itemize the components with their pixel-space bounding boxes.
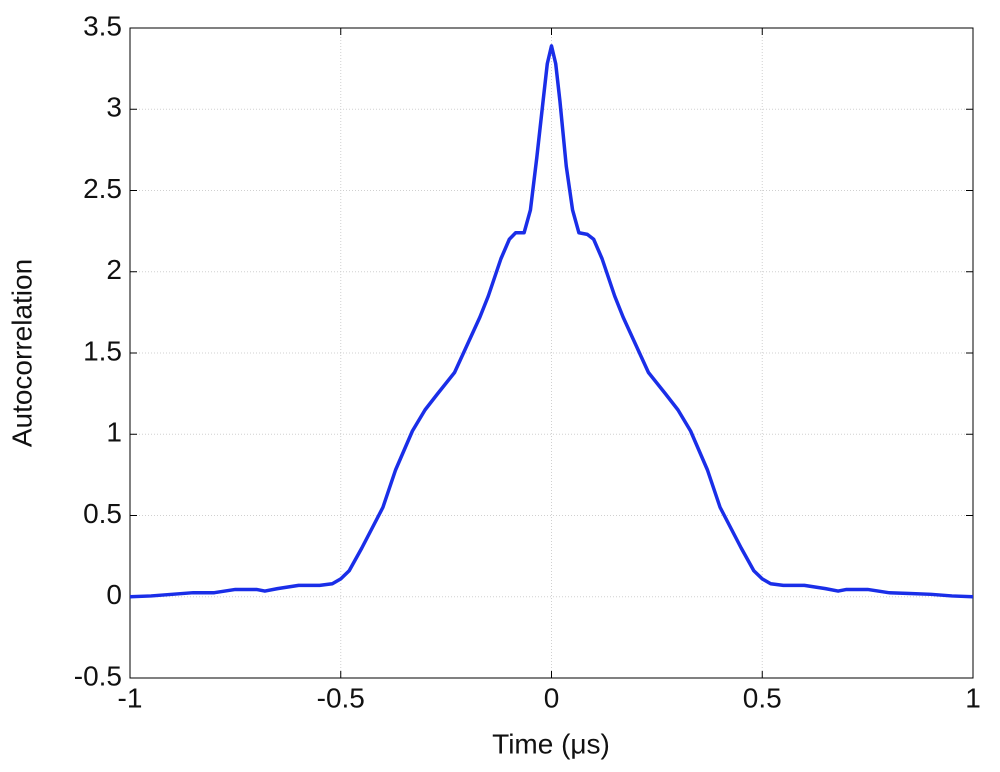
y-tick-label: 1.5	[83, 335, 122, 366]
x-tick-label: 0	[544, 682, 560, 713]
y-tick-label: 2.5	[83, 173, 122, 204]
y-tick-label: 3	[106, 92, 122, 123]
plot-frame	[129, 27, 974, 679]
y-tick-label: 2	[106, 254, 122, 285]
y-axis-label: Autocorrelation	[6, 259, 37, 447]
x-tick-label: -0.5	[317, 682, 365, 713]
x-axis-label: Time (μs)	[492, 728, 610, 759]
x-tick-label: 1	[965, 682, 981, 713]
x-tick-label: 0.5	[743, 682, 782, 713]
y-tick-label: 1	[106, 417, 122, 448]
y-tick-label: -0.5	[74, 660, 122, 691]
y-tick-label: 0.5	[83, 498, 122, 529]
y-tick-label: 3.5	[83, 10, 122, 41]
y-tick-label: 0	[106, 579, 122, 610]
x-tick-label: -1	[118, 682, 143, 713]
data-line	[129, 44, 974, 599]
